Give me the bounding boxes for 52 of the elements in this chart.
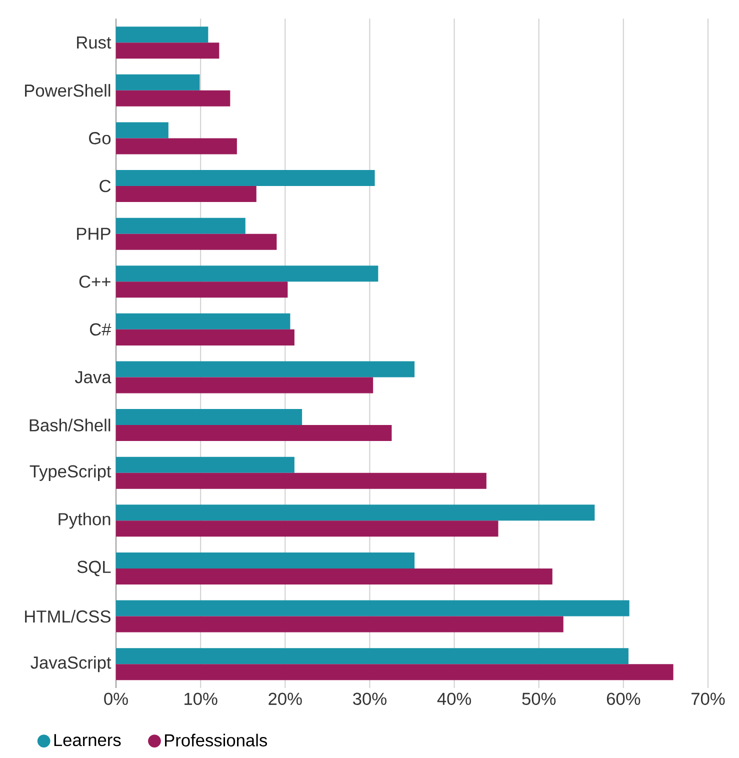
y-tick-label: C: [100, 180, 111, 192]
x-tick-label: 10%: [184, 692, 218, 705]
y-tick-label: Rust: [77, 36, 112, 49]
bar: [116, 568, 553, 584]
bar: [116, 266, 378, 282]
bar: [116, 26, 208, 43]
y-tick-label: SQL: [78, 560, 111, 576]
bar: [116, 74, 200, 90]
y-tick-label: Python: [58, 512, 110, 529]
y-tick-label: PHP: [77, 228, 111, 240]
y-tick-label: Go: [89, 132, 111, 144]
legend-label: Learners: [54, 734, 121, 746]
y-tick-label: TypeScript: [30, 464, 112, 481]
bar: [116, 138, 238, 154]
bar: [116, 648, 629, 664]
bar: [116, 329, 295, 346]
bar: [116, 456, 295, 473]
bar: [116, 234, 277, 250]
y-tick-label: C++: [80, 275, 111, 288]
bar: [116, 282, 288, 298]
bar: [116, 409, 302, 426]
x-tick-label: 30%: [353, 692, 387, 705]
bar: [116, 122, 169, 138]
x-tick-label: 50%: [522, 692, 556, 705]
bar: [116, 186, 257, 202]
y-tick-label: Java: [75, 371, 112, 384]
bar: [116, 313, 290, 330]
bar: [116, 42, 220, 59]
bar: [116, 600, 630, 616]
bar: [116, 377, 374, 394]
y-tick-label: PowerShell: [25, 84, 110, 97]
bar: [116, 425, 392, 442]
x-tick-label: 60%: [607, 692, 640, 705]
y-tick-label: JavaScript: [30, 656, 112, 672]
x-tick-label: 70%: [692, 692, 725, 705]
legend-label: Professionals: [165, 734, 268, 746]
bar: [116, 664, 674, 680]
x-tick-label: 40%: [438, 692, 472, 705]
bar: [116, 504, 595, 521]
x-tick-label: 0%: [104, 692, 128, 705]
y-tick-label: C#: [90, 323, 112, 336]
bar: [116, 90, 230, 106]
y-tick-label: Bash/Shell: [30, 418, 110, 432]
x-tick-label: 20%: [268, 692, 302, 705]
y-tick-label: HTML/CSS: [25, 610, 111, 623]
bar: [116, 616, 564, 632]
bar: [116, 472, 487, 489]
bar: [116, 361, 415, 378]
bar: [116, 218, 246, 234]
bar: [116, 170, 375, 186]
bar: [116, 520, 498, 537]
bar: [116, 552, 415, 568]
